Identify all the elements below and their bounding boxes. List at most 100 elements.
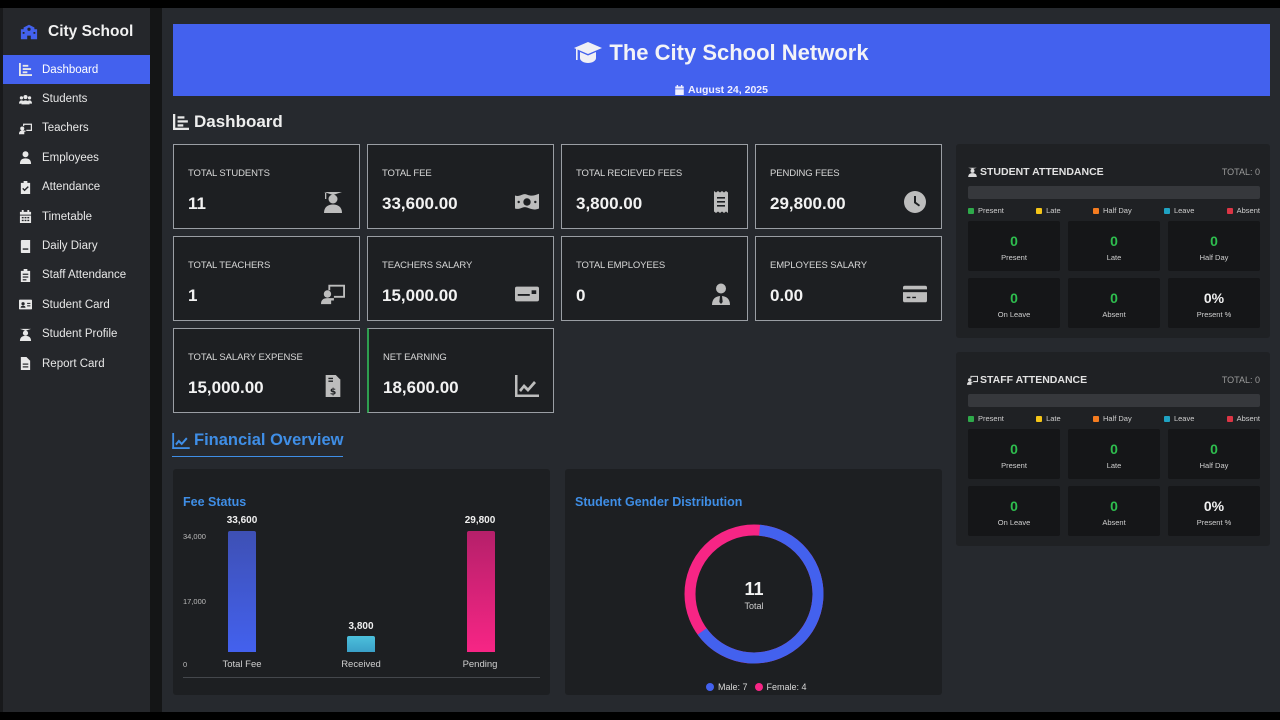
sidebar-item-label: Teachers xyxy=(42,122,89,135)
y-tick: 0 xyxy=(183,660,188,669)
calendar-icon xyxy=(17,210,33,224)
bar-category-label: Total Fee xyxy=(222,659,262,670)
money-bill-icon xyxy=(515,191,539,213)
chart-line-icon xyxy=(515,375,539,397)
brand-name: City School xyxy=(48,23,134,40)
stat-card-pending-fees[interactable]: PENDING FEES 29,800.00 xyxy=(755,144,942,229)
file-icon xyxy=(17,357,33,371)
fee-status-chart: Fee Status 34,000 17,000 0 33,600 Total … xyxy=(173,469,550,695)
sidebar-item-teachers[interactable]: Teachers xyxy=(3,114,150,143)
attendance-legend: Present Late Half Day Leave Absent xyxy=(968,414,1260,423)
stat-card-teachers-salary[interactable]: TEACHERS SALARY 15,000.00 xyxy=(367,236,554,321)
attendance-cell-late: 0 Late xyxy=(1068,221,1160,271)
bar-value-label: 33,600 xyxy=(226,515,258,526)
attendance-total: TOTAL: 0 xyxy=(1221,375,1260,385)
stat-value: 33,600.00 xyxy=(382,194,458,213)
sidebar-item-employees[interactable]: Employees xyxy=(3,143,150,172)
chalkboard-teacher-icon xyxy=(17,121,33,135)
calendar-icon xyxy=(675,85,684,95)
attendance-progress-bar xyxy=(968,186,1260,199)
money-check-icon xyxy=(515,283,539,305)
stat-card-total-fee[interactable]: TOTAL FEE 33,600.00 xyxy=(367,144,554,229)
sidebar-item-timetable[interactable]: Timetable xyxy=(3,202,150,231)
main-content: The City School Network August 24, 2025 … xyxy=(162,8,1280,712)
attendance-cell-present: 0 Present xyxy=(968,429,1060,479)
attendance-legend: Present Late Half Day Leave Absent xyxy=(968,206,1260,215)
stat-value: 0.00 xyxy=(770,286,804,305)
bar-total-fee[interactable] xyxy=(228,531,256,652)
stat-card-total-received-fees[interactable]: TOTAL RECIEVED FEES 3,800.00 xyxy=(561,144,748,229)
legend-leave: Leave xyxy=(1163,414,1194,423)
stat-card-total-employees[interactable]: TOTAL EMPLOYEES 0 xyxy=(561,236,748,321)
stat-label: TOTAL TEACHERS xyxy=(188,260,271,271)
legend-half-day: Half Day xyxy=(1092,414,1132,423)
attendance-cell-present-percent: 0% Present % xyxy=(1168,486,1260,536)
legend-leave: Leave xyxy=(1163,206,1194,215)
svg-text:$: $ xyxy=(330,386,336,397)
sidebar-item-students[interactable]: Students xyxy=(3,84,150,113)
attendance-cell-on-leave: 0 On Leave xyxy=(968,278,1060,328)
legend-late: Late xyxy=(1036,206,1061,215)
chart-line-icon xyxy=(172,432,190,449)
page-header-banner: The City School Network August 24, 2025 xyxy=(173,24,1270,96)
sidebar-item-label: Student Card xyxy=(42,298,110,311)
sidebar-item-dashboard[interactable]: Dashboard xyxy=(3,55,150,85)
attendance-cell-half-day: 0 Half Day xyxy=(1168,221,1260,271)
stat-value: 3,800.00 xyxy=(576,194,643,213)
stat-card-employees-salary[interactable]: EMPLOYEES SALARY 0.00 xyxy=(755,236,942,321)
donut-chart[interactable] xyxy=(683,523,825,665)
stat-label: PENDING FEES xyxy=(770,168,840,179)
stat-value: 18,600.00 xyxy=(383,378,459,397)
legend-present: Present xyxy=(968,414,1004,423)
y-tick: 17,000 xyxy=(183,597,206,606)
users-icon xyxy=(17,92,33,106)
sidebar-item-staff-attendance[interactable]: Staff Attendance xyxy=(3,261,150,290)
sidebar-item-label: Students xyxy=(42,93,88,106)
sidebar-item-daily-diary[interactable]: Daily Diary xyxy=(3,231,150,260)
attendance-total: TOTAL: 0 xyxy=(1221,167,1260,177)
stat-card-net-earning[interactable]: NET EARNING 18,600.00 xyxy=(367,328,554,413)
bar-pending[interactable] xyxy=(467,531,495,652)
sidebar-nav: Dashboard Students Teachers Employees At… xyxy=(3,55,150,378)
y-tick: 34,000 xyxy=(183,532,206,541)
student-attendance-panel: STUDENT ATTENDANCE TOTAL: 0 Present Late… xyxy=(956,144,1270,338)
panel-title: STUDENT ATTENDANCE xyxy=(967,166,1104,178)
stat-card-total-students[interactable]: TOTAL STUDENTS 11 xyxy=(173,144,360,229)
stat-value: 0 xyxy=(576,286,586,305)
legend-late: Late xyxy=(1036,414,1061,423)
stat-label: TEACHERS SALARY xyxy=(382,260,473,271)
legend-item-male[interactable]: Male: 7 xyxy=(706,682,748,692)
donut-total-label: Total xyxy=(744,601,764,611)
chart-baseline xyxy=(183,677,540,678)
sidebar-item-report-card[interactable]: Report Card xyxy=(3,349,150,378)
credit-card-icon xyxy=(903,283,927,305)
stat-label: TOTAL EMPLOYEES xyxy=(576,260,666,271)
sidebar-item-student-card[interactable]: Student Card xyxy=(3,290,150,319)
user-graduate-icon xyxy=(17,327,33,341)
legend-present: Present xyxy=(968,206,1004,215)
bar-category-label: Received xyxy=(341,659,381,670)
attendance-cell-present-percent: 0% Present % xyxy=(1168,278,1260,328)
current-date: August 24, 2025 xyxy=(173,84,1270,96)
sidebar-item-attendance[interactable]: Attendance xyxy=(3,173,150,202)
legend-item-female[interactable]: Female: 4 xyxy=(754,682,807,692)
brand[interactable]: City School xyxy=(3,20,150,44)
stat-value: 11 xyxy=(188,194,206,213)
stat-label: EMPLOYEES SALARY xyxy=(770,260,867,271)
attendance-progress-bar xyxy=(968,394,1260,407)
stat-card-total-teachers[interactable]: TOTAL TEACHERS 1 xyxy=(173,236,360,321)
legend-dot xyxy=(706,683,714,691)
user-graduate-icon xyxy=(321,191,345,213)
bar-received[interactable] xyxy=(347,636,375,652)
receipt-icon xyxy=(709,191,733,213)
stat-value: 1 xyxy=(188,286,198,305)
stat-card-total-salary-expense[interactable]: TOTAL SALARY EXPENSE 15,000.00 $ xyxy=(173,328,360,413)
chart-bar-icon xyxy=(173,114,189,130)
bar-category-label: Pending xyxy=(462,659,498,670)
chart-title: Student Gender Distribution xyxy=(575,495,743,509)
chalkboard-teacher-icon xyxy=(321,283,345,305)
staff-attendance-panel: STAFF ATTENDANCE TOTAL: 0 Present Late H… xyxy=(956,352,1270,546)
gender-distribution-chart: Student Gender Distribution 11 Total Mal… xyxy=(565,469,942,695)
school-icon xyxy=(20,24,38,40)
sidebar-item-student-profile[interactable]: Student Profile xyxy=(3,320,150,349)
